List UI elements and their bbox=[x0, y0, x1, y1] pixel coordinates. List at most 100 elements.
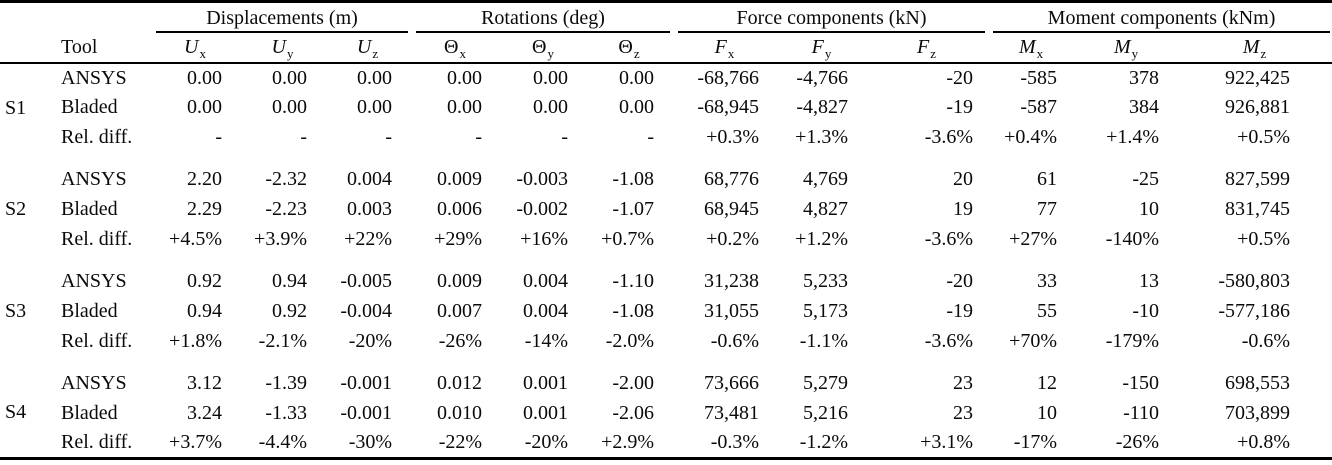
col-header-fx: Fx bbox=[672, 32, 778, 64]
table-row: S4 ANSYS 3.12 -1.39 -0.001 0.012 0.001 -… bbox=[0, 357, 1332, 423]
value-cell: 378 bbox=[1129, 66, 1160, 89]
table-row: Bladed 2.29 -2.23 0.003 0.006 -0.002 -1.… bbox=[0, 195, 1332, 225]
value-cell: 0.00 bbox=[272, 96, 307, 118]
value-cell: -1.2% bbox=[799, 431, 849, 454]
table-row: Bladed 0.94 0.92 -0.004 0.007 0.004 -1.0… bbox=[0, 297, 1332, 327]
value-cell: -0.005 bbox=[340, 270, 393, 292]
value-cell: -110 bbox=[1123, 402, 1160, 424]
table-row: S2 ANSYS 2.20 -2.32 0.004 0.009 -0.003 -… bbox=[0, 153, 1332, 220]
value-cell: -0.004 bbox=[340, 300, 393, 322]
value-cell: +3.7% bbox=[169, 431, 222, 454]
value-cell: 2.20 bbox=[187, 168, 222, 190]
value-cell: 0.004 bbox=[523, 300, 569, 322]
value-cell: +0.8% bbox=[1237, 431, 1291, 454]
value-cell: -2.06 bbox=[612, 402, 655, 424]
value-cell: 0.004 bbox=[523, 270, 569, 292]
value-cell: -1.07 bbox=[612, 198, 655, 220]
value-cell: -0.002 bbox=[516, 198, 569, 220]
group-header-moments: Moment components (kNm) bbox=[987, 2, 1332, 33]
value-cell: +1.3% bbox=[795, 126, 849, 148]
value-cell: 0.00 bbox=[357, 96, 393, 118]
value-cell: -22% bbox=[438, 431, 483, 454]
col-header-ux: Ux bbox=[150, 32, 240, 64]
value-cell: -3.6% bbox=[924, 228, 974, 250]
value-cell: -17% bbox=[1013, 431, 1058, 454]
value-cell: -577,186 bbox=[1218, 300, 1291, 322]
value-cell: 0.010 bbox=[437, 402, 483, 424]
group-header-rotations: Rotations (deg) bbox=[410, 2, 672, 33]
value-cell: +0.5% bbox=[1237, 126, 1291, 148]
tool-cell: Bladed bbox=[61, 198, 118, 220]
value-cell: 0.001 bbox=[523, 402, 569, 424]
value-cell: - bbox=[300, 126, 307, 148]
value-cell: 3.12 bbox=[187, 372, 222, 394]
value-cell: 2.29 bbox=[187, 198, 222, 220]
value-cell: - bbox=[561, 126, 569, 148]
value-cell: 0.94 bbox=[272, 270, 307, 292]
value-cell: -3.6% bbox=[924, 330, 974, 352]
value-cell: 68,945 bbox=[704, 198, 760, 220]
value-cell: +1.2% bbox=[795, 228, 849, 250]
value-cell: 0.012 bbox=[437, 372, 483, 394]
value-cell: +16% bbox=[520, 228, 569, 250]
value-cell: -0.6% bbox=[1241, 330, 1291, 352]
value-cell: +0.3% bbox=[706, 126, 760, 148]
value-cell: 703,899 bbox=[1225, 402, 1291, 424]
value-cell: 73,666 bbox=[704, 372, 760, 394]
value-cell: -580,803 bbox=[1218, 270, 1291, 292]
value-cell: +0.5% bbox=[1237, 228, 1291, 250]
value-cell: 0.00 bbox=[357, 66, 393, 89]
value-cell: - bbox=[385, 126, 393, 148]
value-cell: 0.00 bbox=[187, 66, 222, 89]
section-label: S2 bbox=[5, 198, 27, 220]
value-cell: -20 bbox=[946, 66, 974, 89]
section-label: S4 bbox=[5, 401, 27, 424]
group-header-spacer bbox=[0, 2, 150, 33]
value-cell: 31,238 bbox=[704, 270, 760, 292]
group-header-displacements: Displacements (m) bbox=[150, 2, 410, 33]
value-cell: -19 bbox=[946, 300, 974, 322]
value-cell: +0.2% bbox=[706, 228, 760, 250]
col-header-thetay: Θy bbox=[500, 32, 587, 64]
value-cell: 831,745 bbox=[1225, 198, 1291, 220]
col-header-uz: Uz bbox=[325, 32, 411, 64]
tool-column-header: Tool bbox=[55, 32, 150, 64]
tool-cell: ANSYS bbox=[61, 372, 127, 394]
group-header-forces: Force components (kN) bbox=[672, 2, 987, 33]
value-cell: -2.1% bbox=[258, 330, 307, 352]
value-cell: -3.6% bbox=[924, 126, 974, 148]
table-row: S1 ANSYS 0.00 0.00 0.00 0.00 0.00 0.00 -… bbox=[0, 63, 1332, 119]
value-cell: -20% bbox=[348, 330, 393, 352]
value-cell: +4.5% bbox=[169, 228, 222, 250]
value-cell: 73,481 bbox=[704, 402, 760, 424]
tool-cell: Rel. diff. bbox=[61, 228, 133, 250]
value-cell: -4.4% bbox=[258, 431, 307, 454]
value-cell: -2.32 bbox=[265, 168, 307, 190]
value-cell: 33 bbox=[1037, 270, 1058, 292]
value-cell: +3.9% bbox=[254, 228, 307, 250]
group-label-forces: Force components (kN) bbox=[678, 7, 986, 33]
value-cell: +0.7% bbox=[601, 228, 655, 250]
value-cell: +1.8% bbox=[169, 330, 222, 352]
group-label-moments: Moment components (kNm) bbox=[993, 7, 1331, 33]
value-cell: 0.00 bbox=[533, 66, 569, 89]
value-cell: 0.94 bbox=[187, 300, 222, 322]
table-row: S3 ANSYS 0.92 0.94 -0.005 0.009 0.004 -1… bbox=[0, 255, 1332, 322]
value-cell: -14% bbox=[524, 330, 569, 352]
value-cell: 0.00 bbox=[533, 96, 569, 118]
value-cell: -25 bbox=[1132, 168, 1160, 190]
col-header-thetaz: Θz bbox=[586, 32, 673, 64]
value-cell: -0.6% bbox=[710, 330, 760, 352]
value-cell: -20% bbox=[524, 431, 569, 454]
value-cell: +1.4% bbox=[1106, 126, 1160, 148]
value-cell: -2.00 bbox=[612, 372, 655, 394]
section-label: S1 bbox=[5, 96, 27, 119]
tool-cell: ANSYS bbox=[61, 270, 127, 292]
section-s1: S1 ANSYS 0.00 0.00 0.00 0.00 0.00 0.00 -… bbox=[0, 63, 1332, 153]
value-cell: +70% bbox=[1009, 330, 1058, 352]
value-cell: 12 bbox=[1037, 372, 1058, 394]
value-cell: -1.39 bbox=[265, 372, 307, 394]
value-cell: 55 bbox=[1037, 300, 1058, 322]
value-cell: -19 bbox=[946, 96, 974, 118]
